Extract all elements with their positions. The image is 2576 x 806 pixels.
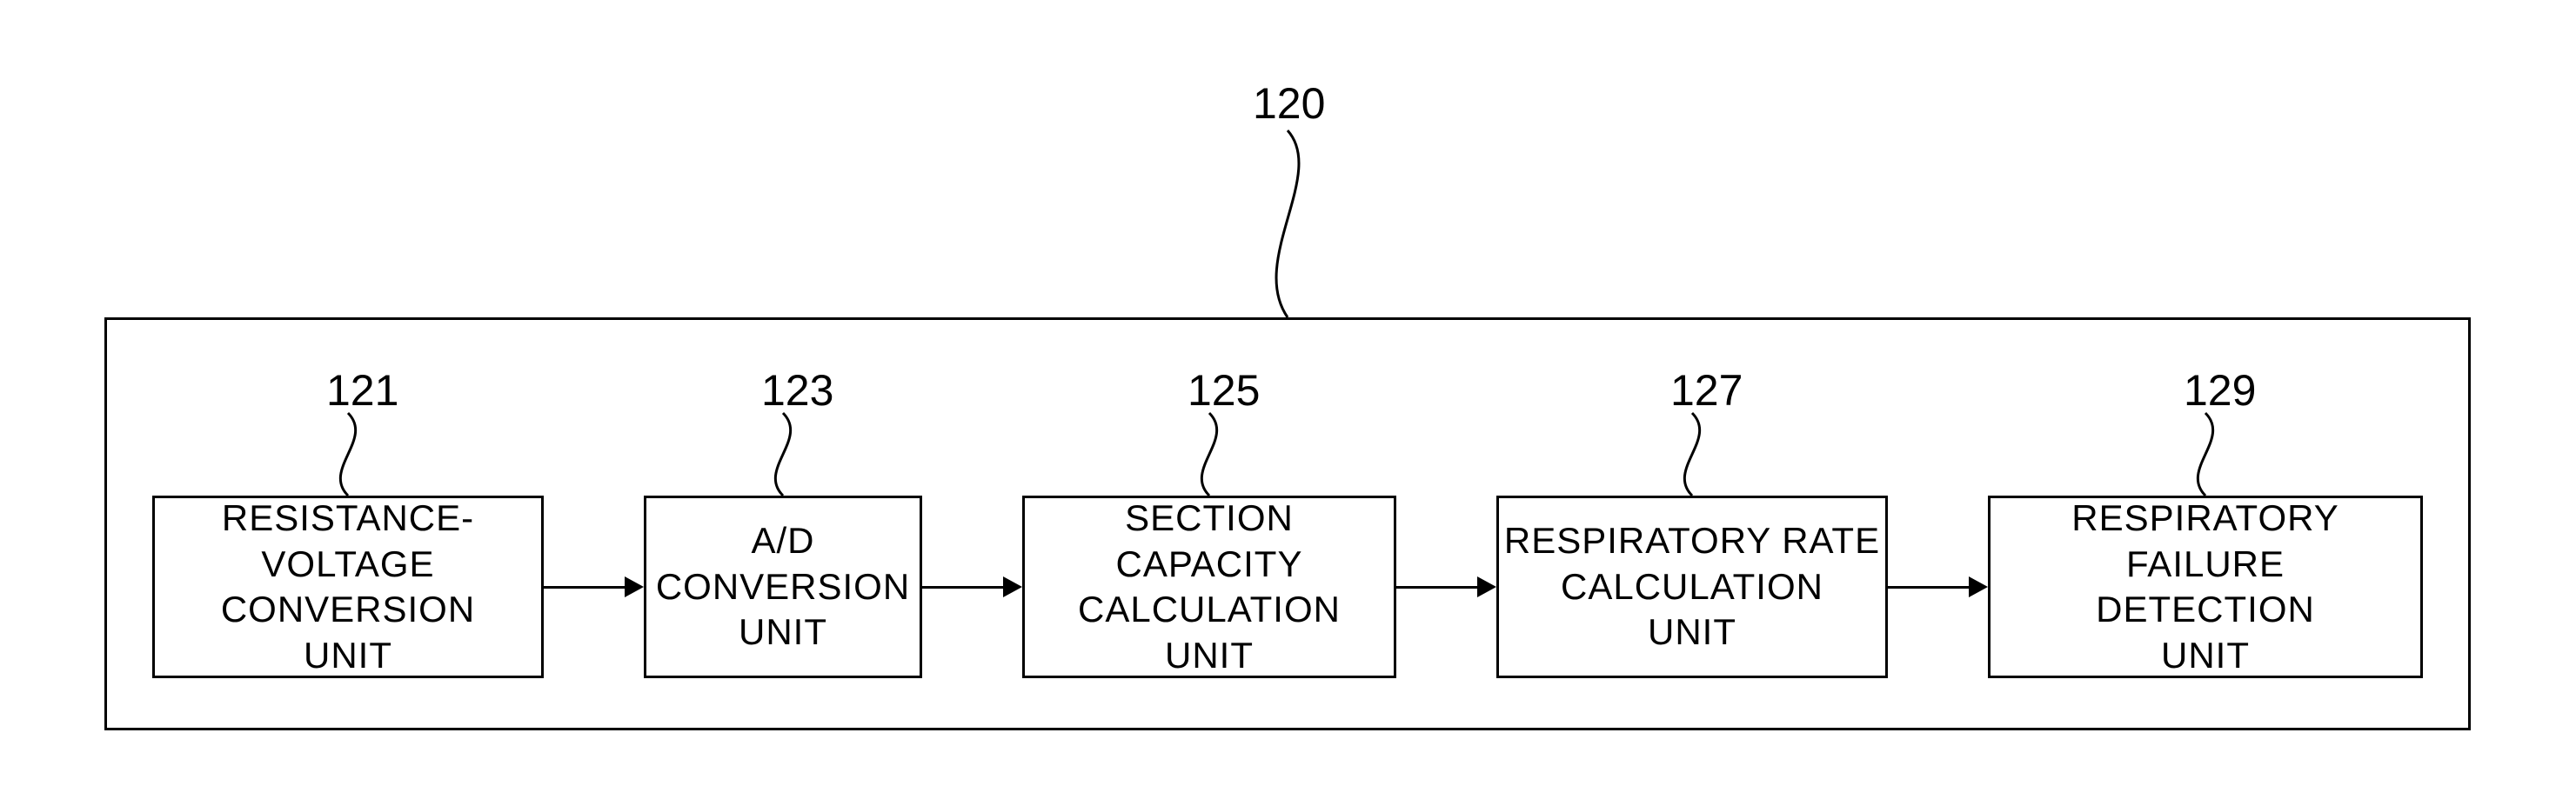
container-ref-label: 120 [1253,78,1325,129]
arrow-125-127 [1396,586,1477,589]
block-ref-label-125: 125 [1188,365,1260,416]
diagram-canvas: 120 121 RESISTANCE-VOLTAGE CONVERSION UN… [0,0,2576,806]
block-ref-label-121: 121 [326,365,398,416]
arrow-head-123-125 [1003,576,1022,597]
block-127: RESPIRATORY RATE CALCULATION UNIT [1496,496,1888,678]
arrow-123-125 [922,586,1003,589]
arrow-head-125-127 [1477,576,1496,597]
block-label-123: A/D CONVERSION UNIT [656,518,910,656]
block-121: RESISTANCE-VOLTAGE CONVERSION UNIT [152,496,544,678]
block-ref-label-123: 123 [761,365,833,416]
arrow-121-123 [544,586,625,589]
block-129: RESPIRATORY FAILURE DETECTION UNIT [1988,496,2423,678]
block-ref-label-127: 127 [1670,365,1743,416]
block-label-125: SECTION CAPACITY CALCULATION UNIT [1028,496,1390,678]
block-label-129: RESPIRATORY FAILURE DETECTION UNIT [1994,496,2417,678]
block-ref-label-129: 129 [2184,365,2256,416]
arrow-head-127-129 [1969,576,1988,597]
block-label-121: RESISTANCE-VOLTAGE CONVERSION UNIT [158,496,538,678]
block-label-127: RESPIRATORY RATE CALCULATION UNIT [1504,518,1880,656]
block-123: A/D CONVERSION UNIT [644,496,922,678]
arrow-127-129 [1888,586,1969,589]
arrow-head-121-123 [625,576,644,597]
block-125: SECTION CAPACITY CALCULATION UNIT [1022,496,1396,678]
